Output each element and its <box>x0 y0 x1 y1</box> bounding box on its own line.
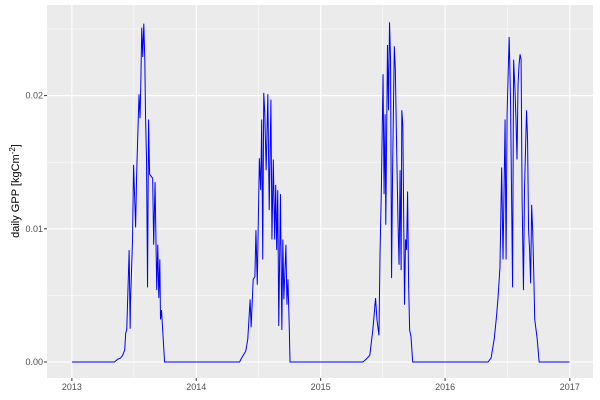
x-axis: 2013 2014 2015 2016 2017 <box>62 382 580 392</box>
y-axis: 0.00 0.01 0.02 <box>25 91 43 367</box>
y-tick-label: 0.01 <box>25 224 43 234</box>
x-tick-label: 2016 <box>435 382 455 392</box>
y-tick-label: 0.02 <box>25 91 43 101</box>
x-tick-label: 2017 <box>560 382 580 392</box>
x-tick-label: 2014 <box>186 382 206 392</box>
y-axis-title-end: ] <box>10 144 22 147</box>
x-tick-label: 2013 <box>62 382 82 392</box>
y-axis-title-sup: -2 <box>8 147 17 155</box>
y-axis-title-main: daily GPP [kgCm <box>10 154 22 238</box>
y-tick-label: 0.00 <box>25 357 43 367</box>
series-line-gpp <box>71 22 570 363</box>
gridlines <box>47 5 593 378</box>
x-tick-label: 2015 <box>311 382 331 392</box>
y-axis-title: daily GPP [kgCm-2] <box>8 144 22 238</box>
